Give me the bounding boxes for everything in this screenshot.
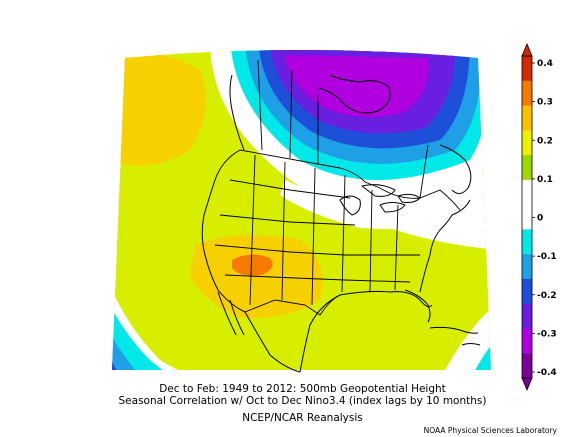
colorbar-label: 0.2 xyxy=(537,136,553,146)
colorbar-segment xyxy=(522,204,532,230)
colorbar-segment xyxy=(522,155,532,181)
colorbar-min-arrow xyxy=(521,377,533,392)
colorbar-label: 0.1 xyxy=(537,175,553,185)
caption-line-1: Dec to Feb: 1949 to 2012: 500mb Geopoten… xyxy=(159,383,446,395)
bc-coast xyxy=(229,74,245,151)
caption-line-2: Seasonal Correlation w/ Oct to Dec Nino3… xyxy=(118,395,487,407)
colorbar-label: 0 xyxy=(537,214,543,224)
us-canada-border xyxy=(239,149,461,211)
baja-coast xyxy=(217,291,245,336)
cuba xyxy=(429,326,479,334)
hispaniola xyxy=(461,343,481,346)
orange-maximum xyxy=(232,254,273,276)
colorbar-label: -0.3 xyxy=(537,329,557,339)
credit-label: NOAA Physical Sciences Laboratory xyxy=(423,426,557,435)
colorbar-segment xyxy=(522,179,532,205)
mexico-west-coast xyxy=(244,311,301,373)
white-band-east xyxy=(280,180,475,230)
colorbar-segment xyxy=(522,229,532,255)
colorbar-label: 0.3 xyxy=(537,98,553,108)
colorbar-label: 0.4 xyxy=(537,59,553,69)
colorbar: 0.4 0.3 0.2 0.1 0 -0.1 -0.2 -0.3 -0.4 xyxy=(521,42,557,392)
colorbar-segment xyxy=(522,254,532,280)
yellow-west-blob xyxy=(112,52,206,166)
colorbar-segment xyxy=(522,130,532,156)
lake-erie xyxy=(379,202,406,213)
colorbar-label: -0.1 xyxy=(537,252,557,262)
colorbar-segment xyxy=(522,303,532,329)
west-coast xyxy=(201,149,246,313)
colorbar-segment xyxy=(522,105,532,131)
gulf-coast xyxy=(299,290,433,373)
state-latitude-lines xyxy=(214,179,420,283)
colorbar-label: -0.2 xyxy=(537,291,557,301)
labrador-coast xyxy=(439,144,472,194)
purple-core xyxy=(285,55,429,118)
political-borders xyxy=(214,59,461,316)
colorbar-max-arrow xyxy=(521,42,533,57)
caption-line-3: NCEP/NCAR Reanalysis xyxy=(242,412,363,424)
colorbar-label: -0.4 xyxy=(537,368,557,378)
light-blue-southwest xyxy=(112,315,140,370)
us-mexico-border xyxy=(244,294,341,316)
hudson-bay xyxy=(317,74,391,114)
coastlines xyxy=(201,74,481,373)
colorbar-frame xyxy=(521,55,533,379)
colorbar-segment xyxy=(522,328,532,354)
colorbar-segment xyxy=(522,353,532,379)
province-lines xyxy=(257,59,429,199)
colorbar-segment xyxy=(522,56,532,82)
florida-coast xyxy=(404,289,431,323)
lake-michigan xyxy=(339,195,361,216)
correlation-map xyxy=(112,50,491,370)
colorbar-segment xyxy=(522,80,532,106)
colorbar-segment xyxy=(522,278,532,304)
east-coast xyxy=(419,199,471,293)
state-longitude-lines xyxy=(249,154,399,306)
cyan-band-southeast xyxy=(470,335,491,370)
